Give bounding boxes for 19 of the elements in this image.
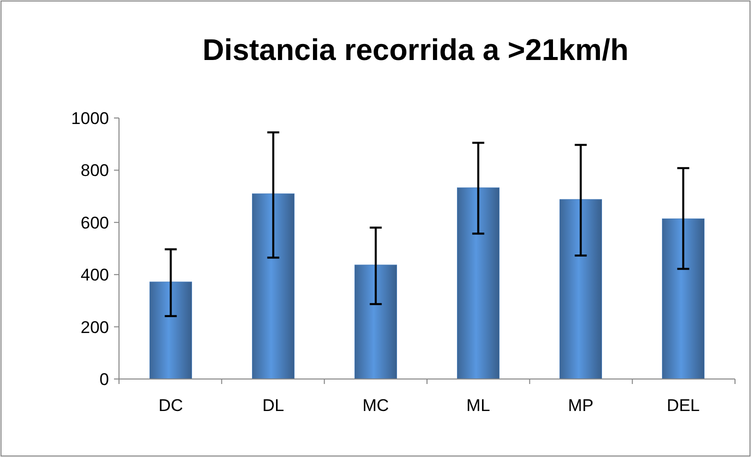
bar [252,193,295,380]
x-tick-label: DEL [666,396,700,415]
y-tick-label: 400 [80,266,109,285]
y-tick-label: 800 [80,161,109,180]
bar [662,218,704,380]
bar [354,264,398,380]
y-tick-label: 1000 [71,108,109,128]
y-tick-label: 600 [80,213,109,232]
bar [150,282,192,380]
bar [559,199,602,380]
x-tick-label: MC [362,396,389,415]
x-tick-label: DC [158,396,184,415]
x-tick-label: DL [262,396,284,415]
y-tick-label: 0 [100,370,109,389]
x-tick-label: ML [466,396,490,415]
bar [456,187,500,380]
y-tick-label: 200 [80,318,109,337]
x-tick-label: MP [568,396,594,415]
chart-title: Distancia recorrida a >21km/h [202,34,629,67]
